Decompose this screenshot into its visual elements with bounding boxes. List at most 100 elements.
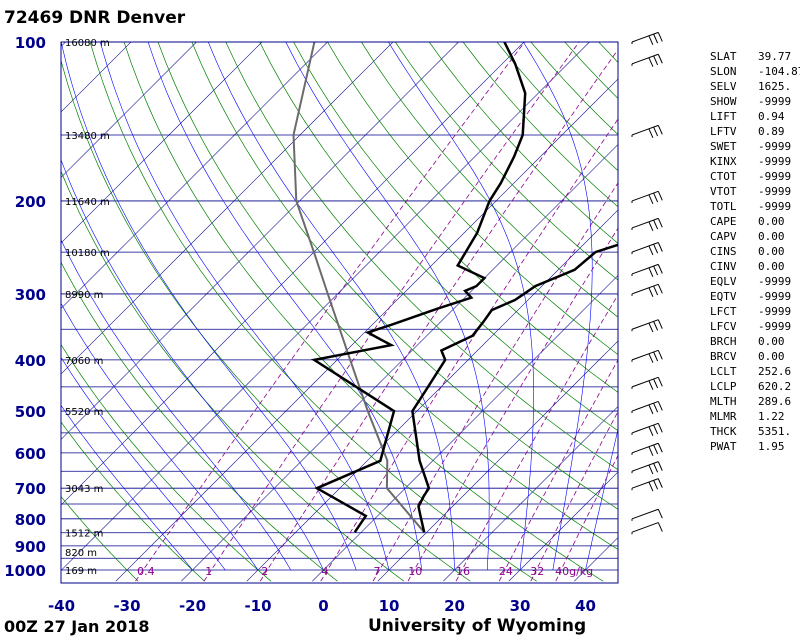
- wind-barb: [631, 400, 663, 415]
- index-value: -9999: [758, 185, 792, 198]
- isotherm-line: [312, 275, 618, 582]
- isotherm-line: [115, 78, 618, 582]
- index-key: MLTH: [710, 395, 737, 408]
- index-value: 0.00: [758, 215, 785, 228]
- wind-barb: [631, 442, 663, 456]
- index-row: KINX -9999: [710, 154, 800, 169]
- mixing-ratio-label: 24: [499, 565, 513, 578]
- index-key: SELV: [710, 80, 737, 93]
- wind-barb-shaft: [631, 422, 659, 434]
- height-label: 13480 m: [65, 131, 110, 142]
- isotherm-line: [246, 209, 618, 582]
- wind-barb-feather: [648, 426, 654, 436]
- index-key: THCK: [710, 425, 737, 438]
- mixing-ratio-line: [372, 182, 618, 582]
- index-value: 1625.: [758, 80, 792, 93]
- mixing-ratio-line: [407, 227, 618, 582]
- index-row: CAPE 0.00: [710, 214, 800, 229]
- pressure-tick-label: 200: [15, 193, 46, 211]
- mixing-ratio-line: [530, 410, 618, 582]
- isotherm-line: [61, 42, 459, 440]
- wind-barb-feather: [648, 221, 654, 231]
- isotherm-line: [508, 471, 618, 582]
- wind-barb-feather: [653, 192, 659, 203]
- wind-barb-shaft: [631, 283, 659, 295]
- index-value: -9999: [758, 200, 792, 213]
- wind-barb-feather: [657, 522, 663, 532]
- index-key: LCLP: [710, 380, 737, 393]
- mixing-ratio-line: [455, 294, 618, 582]
- wind-barb: [631, 422, 663, 436]
- height-label: 1512 m: [65, 529, 103, 540]
- height-label: 820 m: [65, 548, 97, 559]
- isotherm-line: [61, 42, 132, 113]
- index-row: SELV 1625.: [710, 79, 800, 94]
- moist-adiabat-line: [61, 42, 357, 571]
- wind-barb-feather: [657, 350, 663, 360]
- source-credit: University of Wyoming: [368, 616, 587, 636]
- isotherm-line: [61, 42, 328, 309]
- mixing-ratio-label: 4: [322, 565, 329, 578]
- wind-barb-shaft: [631, 478, 659, 489]
- index-row: CINS 0.00: [710, 244, 800, 259]
- wind-barb-shaft: [631, 53, 659, 65]
- index-key: BRCH: [710, 335, 737, 348]
- wind-barb-feather: [653, 424, 659, 435]
- index-value: -9999: [758, 95, 792, 108]
- index-value: 39.77: [758, 50, 792, 63]
- index-row: CAPV 0.00: [710, 229, 800, 244]
- wind-barb-feather: [648, 404, 654, 415]
- index-row: SHOW -9999: [710, 94, 800, 109]
- wind-barb-feather: [648, 446, 654, 456]
- wind-barb: [631, 376, 663, 390]
- index-row: LFTV 0.89: [710, 124, 800, 139]
- index-row: PWAT 1.95: [710, 439, 800, 454]
- index-row: SLAT 39.77: [710, 49, 800, 64]
- index-row: LFCV -9999: [710, 319, 800, 334]
- wind-barb-feather: [653, 402, 659, 413]
- dry-adiabat-line: [61, 170, 405, 582]
- index-value: 1.22: [758, 410, 785, 423]
- wind-barb: [631, 283, 663, 297]
- index-row: EQLV -9999: [710, 274, 800, 289]
- chart-title: 72469 DNR Denver: [4, 8, 186, 28]
- wind-barb-shaft: [631, 242, 659, 253]
- x-tick-label: 30: [510, 597, 531, 615]
- index-row: TOTL -9999: [710, 199, 800, 214]
- pressure-tick-label: 400: [15, 352, 46, 370]
- mixing-ratio-line: [555, 454, 618, 582]
- moist-adiabat-line: [61, 302, 259, 571]
- wind-barb-shaft: [631, 461, 659, 472]
- index-value: -9999: [758, 140, 792, 153]
- wind-barb: [631, 31, 663, 46]
- height-label: 169 m: [65, 566, 97, 577]
- index-row: EQTV -9999: [710, 289, 800, 304]
- index-row: LFCT -9999: [710, 304, 800, 319]
- wind-barb-feather: [653, 285, 659, 296]
- dewpoint-line: [310, 42, 527, 533]
- dry-adiabat-line: [327, 42, 618, 355]
- index-key: VTOT: [710, 185, 737, 198]
- index-key: EQTV: [710, 290, 737, 303]
- dry-adiabat-line: [61, 343, 272, 582]
- dry-adiabat-line: [89, 42, 537, 582]
- index-value: 620.2: [758, 380, 792, 393]
- index-value: -9999: [758, 155, 792, 168]
- dry-adiabat-line: [225, 42, 618, 471]
- index-row: LIFT 0.94: [710, 109, 800, 124]
- mixing-ratio-label: 1: [205, 565, 212, 578]
- wind-barb-feather: [657, 319, 663, 329]
- temperature-line: [411, 243, 618, 533]
- observation-time: 00Z 27 Jan 2018: [4, 617, 150, 636]
- wind-barb-feather: [648, 194, 654, 204]
- parcel-path-line: [292, 42, 425, 533]
- index-value: 0.00: [758, 350, 785, 363]
- dry-adiabat-line: [61, 261, 338, 582]
- wind-barb-feather: [653, 444, 659, 455]
- wind-barb-feather: [648, 464, 654, 475]
- mixing-ratio-label: 40g/kg: [555, 565, 593, 578]
- mixing-ratio-line: [135, 42, 525, 582]
- index-row: MLMR 1.22: [710, 409, 800, 424]
- wind-barb-feather: [657, 443, 663, 453]
- wind-barb-shaft: [631, 263, 659, 275]
